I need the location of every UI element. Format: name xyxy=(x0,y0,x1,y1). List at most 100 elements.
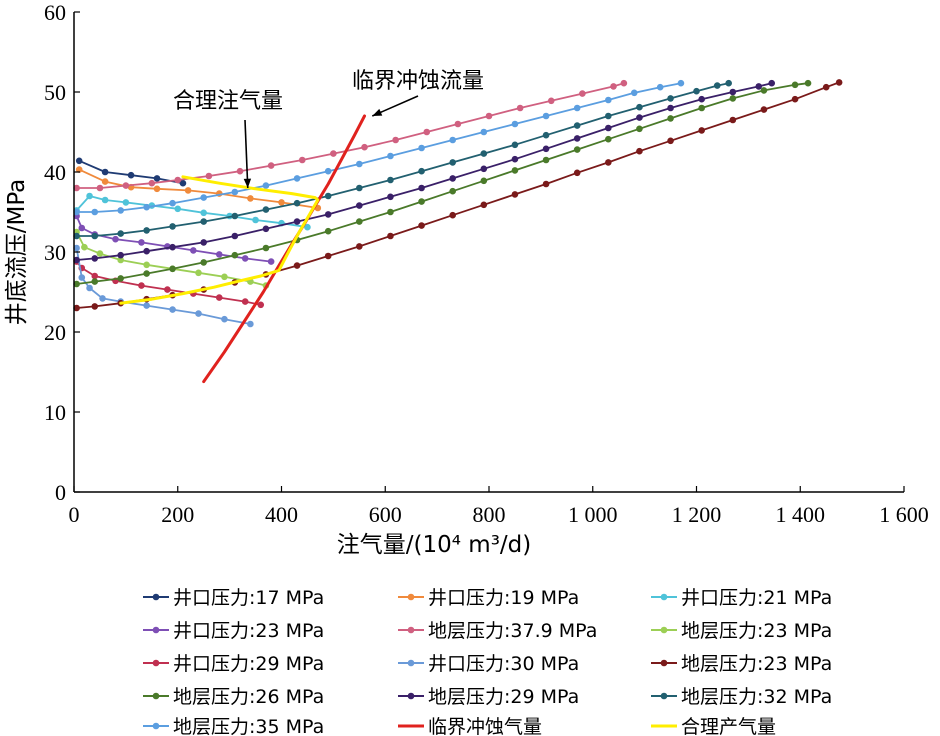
y-tick-label: 10 xyxy=(44,400,66,425)
data-point xyxy=(169,223,176,230)
data-point xyxy=(91,303,99,310)
annotations: 合理注气量 临界冲蚀流量 xyxy=(173,69,484,189)
data-point xyxy=(200,218,207,225)
y-tick-label: 0 xyxy=(55,480,66,505)
data-point xyxy=(449,211,456,219)
data-point xyxy=(231,251,239,259)
legend-marker xyxy=(152,659,160,667)
data-point xyxy=(179,179,187,187)
data-point xyxy=(330,150,337,157)
data-point xyxy=(91,208,99,216)
data-point xyxy=(423,128,431,136)
data-point xyxy=(73,244,80,252)
series-line-6 xyxy=(75,260,262,306)
data-point xyxy=(247,195,254,202)
data-point xyxy=(511,120,519,128)
legend-marker xyxy=(152,722,160,730)
data-point xyxy=(257,301,265,309)
data-point xyxy=(480,150,488,157)
data-point xyxy=(91,232,99,240)
data-point xyxy=(449,175,456,182)
legend-label: 地层压力:23 MPa xyxy=(681,620,832,642)
legend-label: 地层压力:35 MPa xyxy=(173,716,324,736)
legend-marker xyxy=(407,692,415,700)
data-point xyxy=(542,145,550,153)
y-tick-label: 50 xyxy=(44,80,66,105)
data-point xyxy=(293,262,301,269)
legend-label: 地层压力:29 MPa xyxy=(428,686,579,708)
data-point xyxy=(324,227,332,235)
data-point xyxy=(667,104,674,112)
legend-label: 合理产气量 xyxy=(681,716,776,736)
legend-label: 井口压力:19 MPa xyxy=(428,587,579,609)
data-point xyxy=(127,171,135,179)
data-point xyxy=(200,209,207,217)
data-point xyxy=(610,83,617,90)
data-point xyxy=(241,255,249,262)
y-tick-label: 20 xyxy=(44,320,66,345)
data-point xyxy=(356,160,363,168)
x-tick-label: 600 xyxy=(369,502,402,527)
legend-marker xyxy=(660,626,668,634)
data-point xyxy=(73,256,80,264)
data-point xyxy=(143,302,150,309)
data-point xyxy=(449,136,456,144)
data-point xyxy=(356,202,363,209)
data-point xyxy=(304,223,311,231)
legend-label: 井口压力:21 MPa xyxy=(681,587,832,609)
data-point xyxy=(573,104,581,112)
data-point xyxy=(636,147,643,155)
data-point xyxy=(96,184,104,192)
data-point xyxy=(169,306,176,313)
data-point xyxy=(324,252,332,260)
data-point xyxy=(636,114,643,121)
data-point xyxy=(791,95,799,103)
data-point xyxy=(81,243,88,251)
x-tick-label: 400 xyxy=(265,502,298,527)
data-point xyxy=(262,225,270,233)
data-point xyxy=(605,124,612,132)
data-point xyxy=(768,79,776,87)
data-point xyxy=(418,184,425,192)
data-point xyxy=(122,199,130,206)
data-point xyxy=(324,211,332,218)
data-point xyxy=(542,156,550,164)
legend-label: 地层压力:37.9 MPa xyxy=(428,620,597,642)
data-point xyxy=(153,185,161,193)
data-point xyxy=(579,90,586,97)
data-point xyxy=(630,89,638,97)
data-point xyxy=(169,243,176,251)
data-point xyxy=(511,191,519,198)
data-point xyxy=(117,207,124,214)
data-point xyxy=(449,159,456,166)
data-point xyxy=(73,208,80,216)
data-point xyxy=(418,198,425,205)
data-point xyxy=(122,182,130,189)
legend-marker xyxy=(152,692,160,700)
legend-label: 地层压力:26 MPa xyxy=(173,686,324,708)
y-tick-label: 60 xyxy=(44,0,66,25)
data-point xyxy=(822,83,830,91)
data-point xyxy=(143,270,150,277)
data-point xyxy=(293,199,301,207)
axes: 0 200 400 600 800 1 000 1 200 1 400 1 600 0 10 20 30… xyxy=(4,0,929,558)
legend: 井口压力:17 MPa 井口压力:19 MPa 井口压力:21 MPa 井口压力:23… xyxy=(143,587,832,736)
data-point xyxy=(200,194,207,201)
data-point xyxy=(356,218,363,225)
data-point xyxy=(387,193,394,201)
data-point xyxy=(112,235,119,243)
data-point xyxy=(267,258,275,265)
data-point xyxy=(86,284,93,292)
legend-marker xyxy=(152,626,160,634)
data-point xyxy=(169,199,176,207)
data-point xyxy=(605,96,612,104)
legend-marker xyxy=(152,593,160,601)
series-line-12 xyxy=(75,82,682,213)
data-point xyxy=(516,104,524,112)
x-tick-label: 800 xyxy=(473,502,506,527)
data-point xyxy=(231,212,239,220)
data-point xyxy=(73,184,80,192)
annotation-label: 合理注气量 xyxy=(173,89,283,114)
data-point xyxy=(73,232,80,240)
